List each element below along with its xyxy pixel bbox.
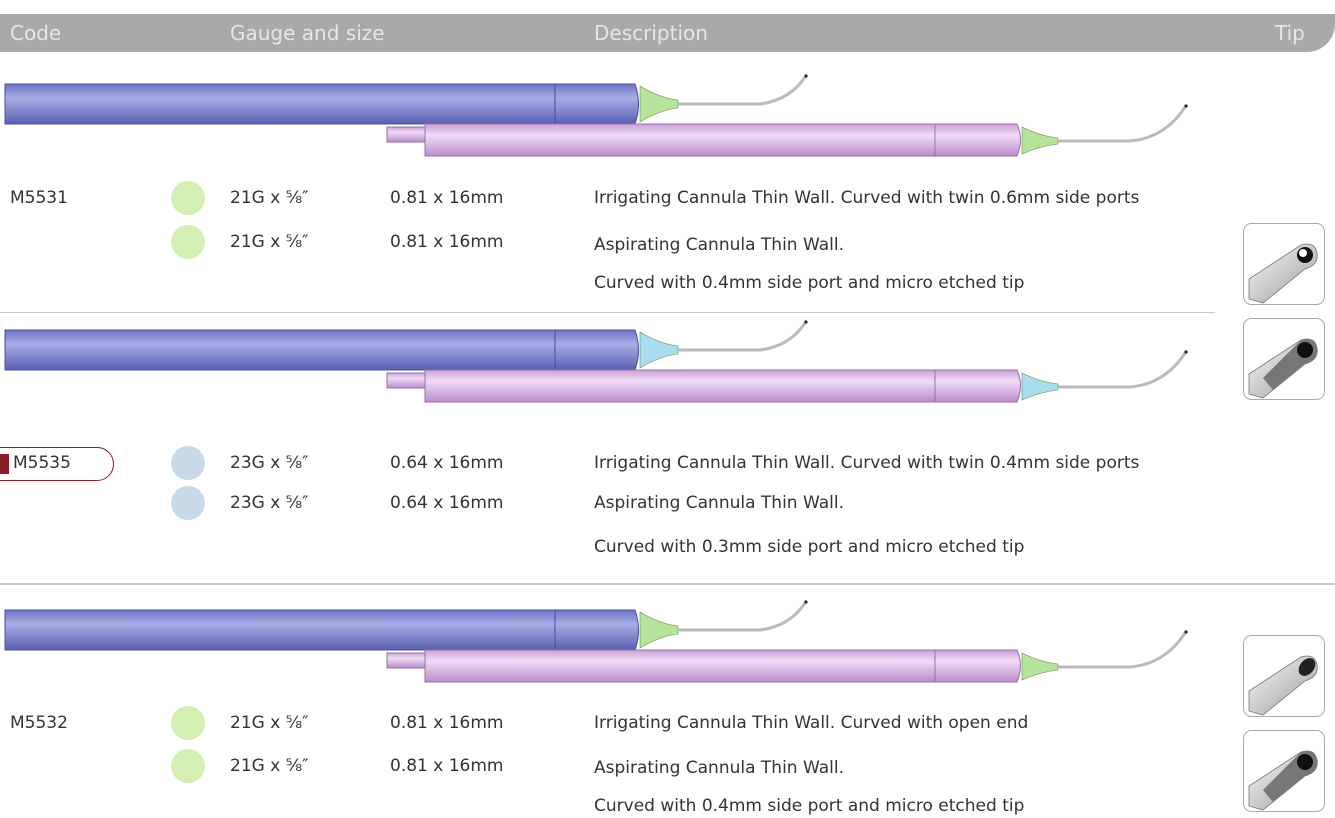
tip-icon bbox=[1243, 318, 1325, 400]
tip-icon bbox=[1243, 223, 1325, 305]
gauge: 21G x ⅝″ bbox=[230, 188, 309, 208]
gauge: 23G x ⅝″ bbox=[230, 493, 309, 513]
description: Aspirating Cannula Thin Wall. bbox=[594, 493, 844, 513]
column-heading: Gauge and size bbox=[230, 21, 385, 45]
size: 0.81 x 16mm bbox=[390, 188, 504, 208]
gauge: 21G x ⅝″ bbox=[230, 713, 309, 733]
gauge: 23G x ⅝″ bbox=[230, 453, 309, 473]
tip-icon bbox=[1243, 635, 1325, 717]
gauge-dot bbox=[171, 446, 205, 480]
description: Curved with 0.4mm side port and micro et… bbox=[594, 796, 1025, 816]
gauge-dot bbox=[171, 486, 205, 520]
size: 0.64 x 16mm bbox=[390, 453, 504, 473]
column-heading: Description bbox=[594, 21, 708, 45]
code-highlight bbox=[0, 447, 114, 481]
gauge: 21G x ⅝″ bbox=[230, 232, 309, 252]
product-code: M5532 bbox=[10, 713, 68, 733]
column-heading: Tip bbox=[1275, 21, 1305, 45]
gauge-dot bbox=[171, 749, 205, 783]
separator bbox=[0, 312, 1215, 313]
product-code: M5531 bbox=[10, 188, 68, 208]
gauge-dot bbox=[171, 706, 205, 740]
size: 0.81 x 16mm bbox=[390, 713, 504, 733]
description: Irrigating Cannula Thin Wall. Curved wit… bbox=[594, 453, 1140, 473]
size: 0.81 x 16mm bbox=[390, 232, 504, 252]
cannula-illustration bbox=[0, 72, 1335, 182]
description: Curved with 0.4mm side port and micro et… bbox=[594, 273, 1025, 293]
cannula-illustration bbox=[0, 318, 1335, 428]
description: Aspirating Cannula Thin Wall. bbox=[594, 758, 844, 778]
description: Irrigating Cannula Thin Wall. Curved wit… bbox=[594, 188, 1140, 208]
header-bar: Code Gauge and size Description Tip bbox=[0, 14, 1335, 52]
separator bbox=[0, 583, 1335, 585]
gauge-dot bbox=[171, 225, 205, 259]
description: Aspirating Cannula Thin Wall. bbox=[594, 235, 844, 255]
cannula-illustration bbox=[0, 598, 1335, 708]
tip-icon bbox=[1243, 730, 1325, 812]
gauge: 21G x ⅝″ bbox=[230, 756, 309, 776]
description: Irrigating Cannula Thin Wall. Curved wit… bbox=[594, 713, 1029, 733]
column-heading: Code bbox=[10, 21, 62, 45]
description: Curved with 0.3mm side port and micro et… bbox=[594, 537, 1025, 557]
size: 0.64 x 16mm bbox=[390, 493, 504, 513]
gauge-dot bbox=[171, 181, 205, 215]
product-code: M5535 bbox=[13, 453, 71, 473]
size: 0.81 x 16mm bbox=[390, 756, 504, 776]
